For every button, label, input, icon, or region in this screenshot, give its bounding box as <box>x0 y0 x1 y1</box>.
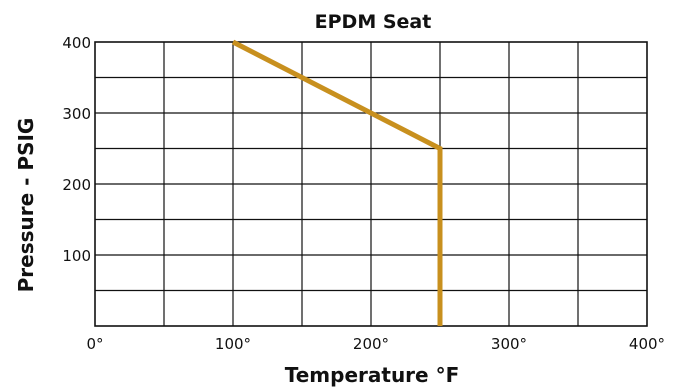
x-tick-label: 100° <box>215 335 251 353</box>
y-tick-label: 400 <box>62 34 91 52</box>
grid <box>94 41 648 327</box>
x-tick-label: 200° <box>353 335 389 353</box>
y-tick-label: 100 <box>62 247 91 265</box>
x-axis-title: Temperature °F <box>285 363 459 387</box>
series-layer <box>231 39 443 326</box>
series-line <box>231 39 443 326</box>
x-tick-label: 300° <box>491 335 527 353</box>
y-tick-labels: 100 200 300 400 <box>62 34 91 265</box>
chart-title: EPDM Seat <box>315 11 432 33</box>
x-tick-label: 0° <box>86 335 103 353</box>
y-tick-label: 300 <box>62 105 91 123</box>
y-tick-label: 200 <box>62 176 91 194</box>
y-axis-title: Pressure - PSIG <box>14 118 38 293</box>
x-tick-label: 400° <box>629 335 665 353</box>
x-tick-labels: 0° 100° 200° 300° 400° <box>86 335 665 353</box>
